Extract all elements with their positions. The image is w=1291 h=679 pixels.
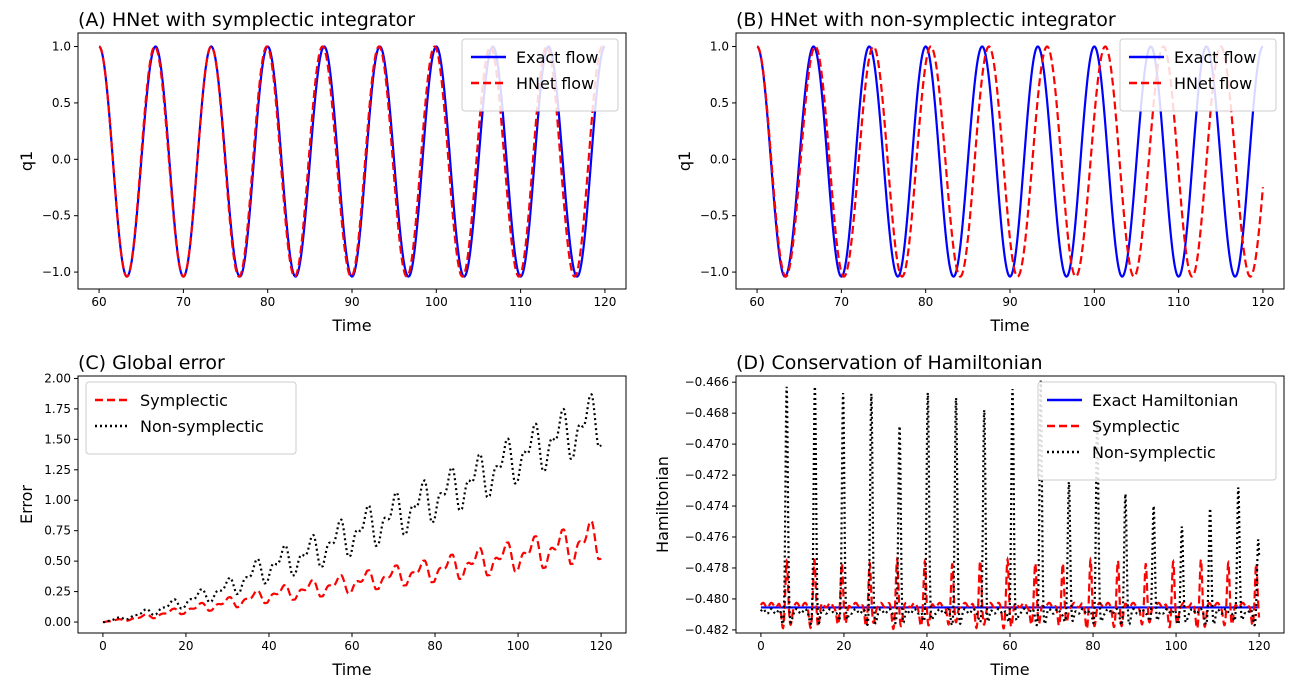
x-tick-label: 100	[1083, 295, 1106, 309]
y-tick-label: 1.75	[44, 402, 71, 416]
y-tick-label: 0.5	[710, 96, 729, 110]
y-tick-label: 1.50	[44, 432, 71, 446]
y-tick-label: 0.5	[52, 96, 71, 110]
y-axis-label: q1	[675, 151, 694, 171]
panel-a: 60 70 80 90 100 110 120 −1.0 −0.5 0.0 0.5 1.0 (A) HN…	[17, 9, 627, 335]
x-tick-label: 0	[757, 639, 765, 653]
legend-label: Symplectic	[1092, 417, 1180, 436]
x-tick-label: 40	[261, 639, 276, 653]
x-tick-label: 90	[1002, 295, 1017, 309]
series-line-non-symplectic	[102, 393, 602, 624]
x-axis-label: Time	[989, 316, 1029, 335]
x-tick-label: 20	[178, 639, 193, 653]
x-tick-label: 100	[425, 295, 448, 309]
y-tick-label: 1.00	[44, 493, 71, 507]
y-axis-label: Hamiltonian	[653, 456, 672, 553]
x-tick-label: 110	[1167, 295, 1190, 309]
y-tick-label: 1.0	[52, 40, 71, 54]
y-tick-label: −0.472	[685, 468, 729, 482]
x-tick-label: 100	[1165, 639, 1188, 653]
legend-label: Symplectic	[140, 391, 228, 410]
legend: Exact flow HNet flow	[461, 38, 619, 112]
y-tick-label: 0.50	[44, 554, 71, 568]
x-axis-label: Time	[331, 316, 371, 335]
series-line-exact-flow	[756, 45, 1264, 278]
series-line-symplectic	[102, 520, 602, 624]
x-tick-label: 70	[834, 295, 849, 309]
x-tick-label: 60	[749, 295, 764, 309]
chart-title: (A) HNet with symplectic integrator	[78, 9, 415, 31]
panel-b: 60 70 80 90 100 110 120 −1.0 −0.5 0.0 0.5 1.0 (B) HN…	[675, 9, 1285, 335]
y-tick-label: −0.474	[685, 499, 729, 513]
y-tick-label: 0.0	[52, 152, 71, 166]
x-tick-label: 120	[1251, 295, 1274, 309]
y-tick-label: 0.75	[44, 524, 71, 538]
x-tick-label: 120	[590, 639, 613, 653]
x-tick-label: 80	[1085, 639, 1100, 653]
legend-label: HNet flow	[516, 74, 594, 93]
series-group	[98, 45, 606, 278]
legend: Exact flow HNet flow	[1119, 38, 1277, 112]
legend-label: Exact flow	[1174, 48, 1257, 67]
legend: Exact Hamiltonian Symplectic Non-symplecti…	[1037, 381, 1277, 481]
x-tick-label: 120	[1248, 639, 1271, 653]
x-tick-label: 0	[99, 639, 107, 653]
y-tick-label: 0.00	[44, 615, 71, 629]
legend: Symplectic Non-symplectic	[85, 381, 297, 455]
x-tick-label: 40	[919, 639, 934, 653]
x-tick-label: 80	[918, 295, 933, 309]
y-tick-label: −1.0	[42, 265, 71, 279]
y-tick-label: −0.476	[685, 530, 729, 544]
x-tick-label: 120	[593, 295, 616, 309]
legend-label: Non-symplectic	[140, 417, 264, 436]
series-group	[756, 45, 1265, 278]
x-tick-label: 60	[1002, 639, 1017, 653]
x-axis-label: Time	[331, 660, 371, 679]
y-tick-label: −0.478	[685, 561, 729, 575]
y-tick-label: 1.25	[44, 463, 71, 477]
y-tick-label: 0.0	[710, 152, 729, 166]
chart-title: (D) Conservation of Hamiltonian	[736, 352, 1043, 374]
series-group	[102, 393, 602, 624]
x-tick-label: 60	[344, 639, 359, 653]
y-tick-label: −0.470	[685, 437, 729, 451]
x-tick-label: 100	[507, 639, 530, 653]
legend-box	[1037, 381, 1277, 481]
panel-d: 0 20 40 60 80 100 120 −0.482 −0.480 −0.478 −0.476 −…	[653, 352, 1285, 679]
y-axis-label: Error	[17, 485, 36, 524]
y-tick-label: −0.482	[685, 623, 729, 637]
y-tick-label: −1.0	[700, 265, 729, 279]
y-tick-label: −0.5	[42, 209, 71, 223]
x-tick-label: 80	[427, 639, 442, 653]
y-tick-label: −0.468	[685, 406, 729, 420]
y-tick-label: −0.466	[685, 375, 729, 389]
legend-label: Exact Hamiltonian	[1092, 391, 1238, 410]
x-tick-label: 20	[836, 639, 851, 653]
x-tick-label: 80	[260, 295, 275, 309]
legend-label: HNet flow	[1174, 74, 1252, 93]
legend-label: Exact flow	[516, 48, 599, 67]
x-tick-label: 60	[91, 295, 106, 309]
y-tick-label: 0.25	[44, 585, 71, 599]
panel-c: 0 20 40 60 80 100 120 0.00 0.25 0.50 0.75 1.00 1.25 1…	[17, 352, 627, 679]
series-group	[759, 380, 1261, 631]
y-tick-label: 2.00	[44, 371, 71, 385]
x-axis-label: Time	[989, 660, 1029, 679]
legend-box	[85, 381, 297, 455]
series-line-hnet-flow	[98, 45, 605, 278]
y-tick-label: −0.5	[700, 209, 729, 223]
x-tick-label: 110	[509, 295, 532, 309]
y-tick-label: −0.480	[685, 592, 729, 606]
series-line-non-symplectic	[759, 380, 1261, 627]
chart-title: (B) HNet with non-symplectic integrator	[736, 9, 1116, 31]
y-tick-label: 1.0	[710, 40, 729, 54]
chart-title: (C) Global error	[78, 352, 225, 374]
x-tick-label: 70	[176, 295, 191, 309]
y-axis-label: q1	[17, 151, 36, 171]
legend-label: Non-symplectic	[1092, 443, 1216, 462]
x-tick-label: 90	[344, 295, 359, 309]
